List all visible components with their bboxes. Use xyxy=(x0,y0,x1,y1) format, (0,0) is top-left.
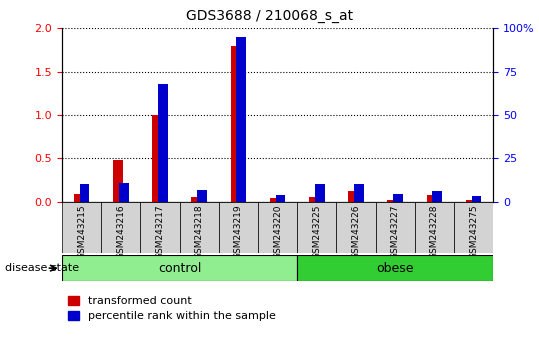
Bar xyxy=(191,196,201,202)
Text: GSM243275: GSM243275 xyxy=(469,204,478,259)
Text: GDS3688 / 210068_s_at: GDS3688 / 210068_s_at xyxy=(186,9,353,23)
Bar xyxy=(101,202,140,253)
Bar xyxy=(297,255,493,281)
Bar xyxy=(315,184,324,202)
Bar xyxy=(309,196,319,202)
Text: GSM243228: GSM243228 xyxy=(430,204,439,259)
Text: GSM243218: GSM243218 xyxy=(195,204,204,259)
Bar xyxy=(466,200,475,202)
Text: GSM243219: GSM243219 xyxy=(234,204,243,259)
Bar xyxy=(197,190,207,202)
Bar xyxy=(158,84,168,202)
Bar xyxy=(426,195,437,202)
Text: control: control xyxy=(158,262,201,275)
Bar xyxy=(354,184,364,202)
Bar xyxy=(140,202,179,253)
Bar xyxy=(113,160,123,202)
Text: GSM243225: GSM243225 xyxy=(312,204,321,259)
Text: GSM243220: GSM243220 xyxy=(273,204,282,259)
Bar xyxy=(62,255,297,281)
Bar xyxy=(472,196,481,202)
Bar xyxy=(74,194,84,202)
Bar xyxy=(388,200,397,202)
Bar xyxy=(336,202,376,253)
Text: disease state: disease state xyxy=(5,263,80,273)
Bar xyxy=(62,202,101,253)
Bar xyxy=(237,37,246,202)
Text: GSM243226: GSM243226 xyxy=(351,204,361,259)
Bar xyxy=(80,184,89,202)
Text: GSM243217: GSM243217 xyxy=(155,204,164,259)
Bar xyxy=(258,202,297,253)
Bar xyxy=(454,202,493,253)
Bar xyxy=(297,202,336,253)
Bar xyxy=(393,194,403,202)
Bar xyxy=(152,115,162,202)
Bar xyxy=(119,183,129,202)
Bar xyxy=(376,202,415,253)
Bar xyxy=(348,192,358,202)
Legend: transformed count, percentile rank within the sample: transformed count, percentile rank withi… xyxy=(67,296,275,321)
Bar xyxy=(179,202,219,253)
Text: GSM243216: GSM243216 xyxy=(116,204,125,259)
Bar xyxy=(270,198,280,202)
Bar xyxy=(415,202,454,253)
Text: GSM243215: GSM243215 xyxy=(77,204,86,259)
Bar xyxy=(219,202,258,253)
Bar xyxy=(432,190,442,202)
Bar xyxy=(231,46,240,202)
Text: obese: obese xyxy=(376,262,414,275)
Bar xyxy=(275,195,286,202)
Text: GSM243227: GSM243227 xyxy=(391,204,400,259)
